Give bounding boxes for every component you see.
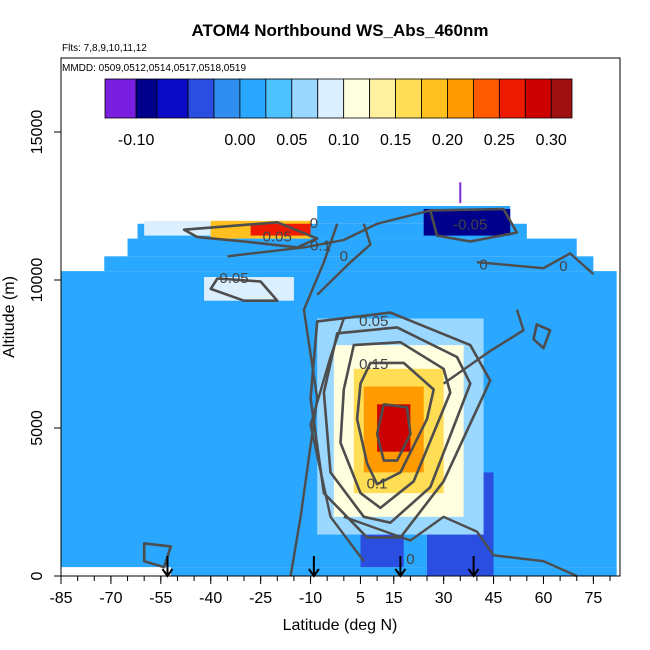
contour-line: [309, 318, 365, 562]
heatmap-layer: [61, 206, 617, 576]
contour-label: 0: [479, 257, 487, 274]
contour-line: [289, 223, 339, 577]
plot-frame: [60, 57, 621, 577]
contour-label: 0: [559, 258, 567, 275]
x-tick-label: 75: [584, 590, 602, 607]
colorbar-segment: [317, 78, 345, 119]
heatmap-cell: [423, 208, 511, 236]
x-tick-label: 45: [485, 590, 503, 607]
contour-line: [355, 361, 435, 486]
colorbar-tick-label: 0.20: [432, 132, 463, 149]
colorbar-segment: [421, 78, 448, 119]
contour-label: 0.1: [367, 476, 388, 493]
y-axis-label: Altitude (m): [1, 276, 18, 358]
x-tick-label: 5: [356, 590, 365, 607]
x-tick-label: -40: [199, 590, 222, 607]
contour-line: [227, 209, 431, 258]
y-tick-label: 15000: [29, 110, 46, 155]
colorbar-segment: [369, 78, 396, 119]
x-axis-label: Latitude (deg N): [283, 617, 398, 634]
x-tick-label: -55: [149, 590, 172, 607]
contour-line: [532, 323, 552, 350]
colorbar: [104, 78, 573, 119]
colorbar-tick-label: 0.00: [224, 132, 255, 149]
contour-label: 0.1: [310, 237, 331, 254]
contour-label: 0.05: [219, 270, 248, 287]
x-tick-label: 30: [435, 590, 453, 607]
colorbar-ticks: -0.10 0.00 0.05 0.10 0.15 0.20 0.25 0.30: [118, 132, 567, 149]
contour-line: [442, 309, 525, 385]
contour-line: [476, 252, 595, 275]
y-tick-label: 5000: [29, 410, 46, 446]
colorbar-segment: [498, 78, 526, 119]
colorbar-tick-label: 0.10: [328, 132, 359, 149]
chart-title: ATOM4 Northbound WS_Abs_460nm: [192, 21, 489, 40]
colorbar-segment: [239, 78, 267, 119]
contour-line: [316, 223, 372, 296]
contour-line: [142, 542, 173, 569]
contour-lines: [142, 207, 595, 578]
contour-label: 0.15: [359, 356, 388, 373]
contour-label: 0.05: [263, 229, 292, 246]
colorbar-tick-label: 0.05: [276, 132, 307, 149]
contour-label: 0: [340, 248, 348, 265]
x-tick-label: -10: [299, 590, 322, 607]
dates-subtitle: MMDD: 0509,0512,0514,0517,0518,0519: [62, 63, 246, 74]
colorbar-segment: [291, 78, 319, 119]
colorbar-tick-label: 0.30: [536, 132, 567, 149]
colorbar-tick-label: 0.25: [484, 132, 515, 149]
contour-label: -0.05: [453, 217, 487, 234]
contour-line: [209, 277, 279, 302]
contour-label: 0: [406, 551, 414, 568]
contour-labels: 0.05 0.1 0 0 -0.05 0 0 0.05 0.05 0.15 0.1 0: [219, 182, 568, 568]
colorbar-segment: [104, 78, 137, 119]
y-axis: 0 5000 10000 15000: [29, 110, 61, 580]
heatmap-cell: [250, 223, 311, 236]
colorbar-segment: [343, 78, 371, 119]
y-tick-label: 0: [29, 571, 46, 580]
colorbar-segment: [135, 78, 158, 119]
colorbar-segment: [265, 78, 293, 119]
heatmap-cell: [127, 238, 577, 257]
flights-subtitle: Flts: 7,8,9,10,11,12: [62, 43, 147, 54]
heatmap-cell: [170, 567, 617, 576]
x-tick-label: 15: [385, 590, 403, 607]
contour-label: 0.05: [359, 313, 388, 330]
colorbar-segment: [187, 78, 215, 119]
x-tick-label: -25: [249, 590, 272, 607]
x-tick-label: -85: [49, 590, 72, 607]
contour-line: [343, 515, 578, 578]
contour-label: 0: [310, 215, 318, 232]
colorbar-segment: [213, 78, 241, 119]
colorbar-segment: [524, 78, 552, 119]
x-axis: -85 -70 -55 -40 -25 -10 5 15 30 45 60 75: [49, 576, 611, 607]
contour-line: [309, 311, 492, 539]
colorbar-segment: [156, 78, 189, 119]
y-tick-label: 10000: [29, 258, 46, 303]
x-tick-label: 60: [535, 590, 553, 607]
colorbar-tick-label: -0.10: [118, 132, 155, 149]
contour-line: [375, 403, 412, 462]
contour-line: [339, 340, 452, 510]
colorbar-segment: [447, 78, 474, 119]
colorbar-segment: [473, 78, 500, 119]
contour-line: [322, 326, 472, 524]
contour-line: [429, 207, 519, 243]
colorbar-tick-label: 0.15: [380, 132, 411, 149]
colorbar-segment: [550, 78, 573, 119]
x-tick-label: -70: [99, 590, 122, 607]
heatmap-cell: [144, 220, 211, 236]
colorbar-segment: [395, 78, 422, 119]
